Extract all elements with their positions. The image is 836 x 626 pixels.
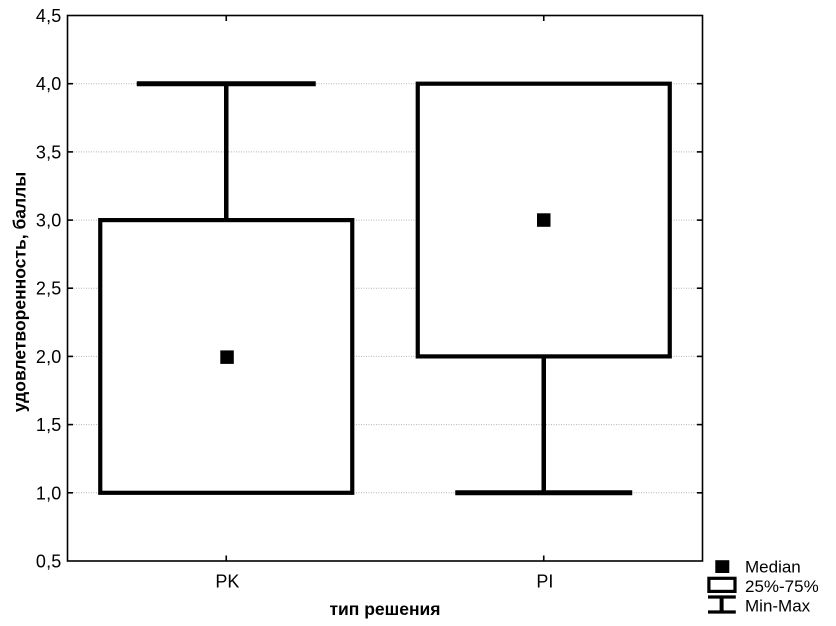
svg-text:Median: Median <box>745 558 801 577</box>
svg-text:4,5: 4,5 <box>36 6 62 26</box>
svg-text:3,0: 3,0 <box>36 211 62 231</box>
svg-text:4,0: 4,0 <box>36 74 62 94</box>
svg-text:PI: PI <box>536 572 553 592</box>
svg-text:25%-75%: 25%-75% <box>745 577 819 596</box>
svg-text:тип решения: тип решения <box>329 599 440 619</box>
svg-text:3,5: 3,5 <box>36 142 62 162</box>
svg-text:Min-Max: Min-Max <box>745 597 811 616</box>
svg-text:1,5: 1,5 <box>36 415 62 435</box>
svg-text:1,0: 1,0 <box>36 483 62 503</box>
svg-text:0,5: 0,5 <box>36 552 62 572</box>
svg-text:PK: PK <box>215 572 239 592</box>
svg-text:2,5: 2,5 <box>36 279 62 299</box>
svg-text:2,0: 2,0 <box>36 347 62 367</box>
svg-text:удовлетворенность, баллы: удовлетворенность, баллы <box>10 172 30 412</box>
